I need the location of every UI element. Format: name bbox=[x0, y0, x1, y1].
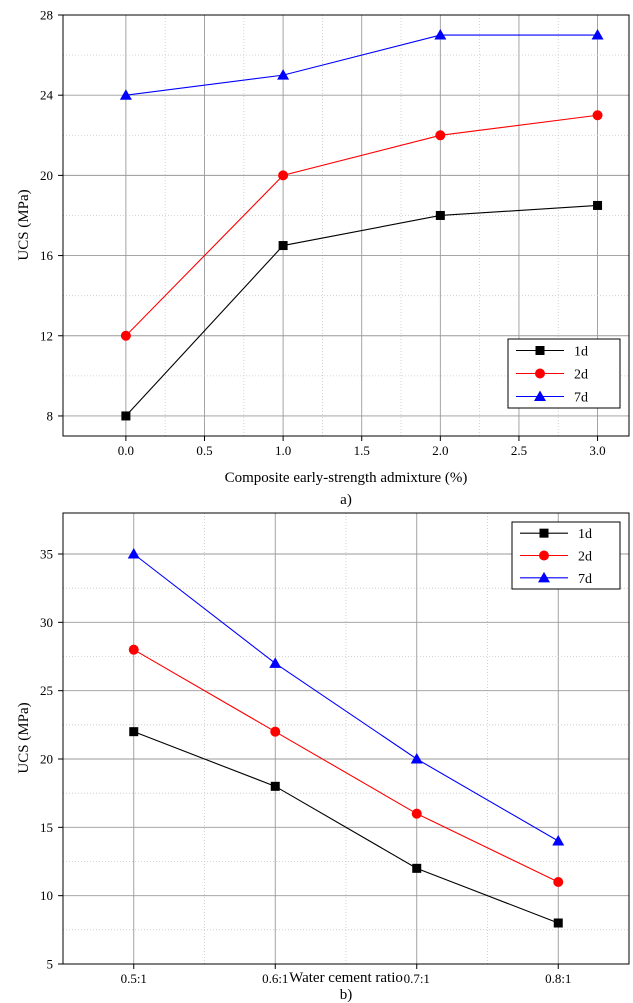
chart-a-series-7d-line bbox=[125, 34, 598, 96]
chart-b-series bbox=[127, 548, 565, 928]
chart-b-y-tick-label: 10 bbox=[40, 888, 53, 903]
chart-b-x-tick-label: 0.5:1 bbox=[121, 971, 147, 986]
chart-b-series-2d-point bbox=[553, 877, 564, 887]
chart-b-y-axis-label: UCS (MPa) bbox=[16, 702, 32, 773]
chart-a-legend-label-1d: 1d bbox=[574, 345, 588, 360]
chart-a-series-2d-line bbox=[125, 114, 598, 337]
chart-b-legend-marker-2d bbox=[539, 550, 549, 561]
chart-b-y-tick-label: 25 bbox=[40, 683, 53, 698]
chart-a: 0.0 0.5 1.0 1.5 2.0 2.5 3.0 8 12 16 20 24 28 Composi… bbox=[16, 8, 630, 508]
chart-b-y-tick-label: 30 bbox=[40, 615, 53, 630]
chart-b: 0.5:1 0.6:1 0.7:1 0.8:1 5 10 15 20 25 30 35 Water … bbox=[16, 512, 630, 1003]
chart-a-x-tick-label: 2.0 bbox=[432, 443, 448, 458]
chart-b-series-2d-point bbox=[411, 808, 422, 819]
chart-b-series-2d-point bbox=[128, 644, 139, 655]
chart-a-series-1d-point bbox=[435, 210, 445, 220]
chart-b-series-1d-point bbox=[129, 727, 139, 737]
chart-b-series-1d-line bbox=[133, 731, 559, 924]
chart-a-legend-marker-7d bbox=[534, 390, 546, 401]
chart-a-legend-marker-1d bbox=[535, 346, 545, 355]
chart-b-series-1d-point bbox=[270, 781, 280, 791]
chart-b-series-7d-point bbox=[552, 835, 565, 846]
chart-a-x-tick-label: 1.5 bbox=[354, 443, 370, 458]
chart-a-series-2d-point bbox=[120, 330, 131, 341]
chart-a-legend: 1d 2d 7d bbox=[507, 338, 621, 409]
chart-a-y-tick-label: 16 bbox=[40, 248, 54, 263]
chart-a-series-1d-point bbox=[278, 241, 288, 251]
chart-b-caption: b) bbox=[340, 987, 353, 1003]
chart-b-series-7d-point bbox=[410, 753, 423, 764]
chart-b-legend-label-2d: 2d bbox=[578, 550, 592, 565]
chart-a-series-7d-point bbox=[119, 89, 132, 100]
chart-b-y-tick-label: 20 bbox=[40, 752, 53, 767]
chart-b-legend-marker-7d bbox=[538, 571, 550, 583]
chart-a-y-tick-label: 8 bbox=[47, 408, 54, 423]
chart-b-legend-marker-1d bbox=[539, 528, 549, 538]
chart-b-legend: 1d 2d 7d bbox=[511, 521, 621, 590]
chart-a-y-tick-label: 20 bbox=[40, 168, 53, 183]
chart-b-series-7d-point bbox=[269, 657, 282, 668]
chart-a-series-7d-point bbox=[434, 29, 447, 40]
chart-a-x-tick-label: 1.0 bbox=[275, 443, 291, 458]
chart-a-series-1d-point bbox=[121, 411, 131, 421]
chart-b-legend-label-7d: 7d bbox=[578, 572, 592, 587]
chart-a-ticks: 0.0 0.5 1.0 1.5 2.0 2.5 3.0 8 12 16 20 24 28 bbox=[40, 8, 606, 459]
chart-b-x-tick-label: 0.6:1 bbox=[262, 971, 288, 986]
chart-b-y-tick-label: 35 bbox=[40, 547, 53, 562]
chart-a-x-tick-label: 0.5 bbox=[196, 443, 212, 458]
chart-a-series-2d-point bbox=[278, 170, 289, 181]
chart-b-x-tick-label: 0.7:1 bbox=[404, 971, 430, 986]
chart-a-legend-marker-2d bbox=[535, 368, 545, 379]
chart-a-y-axis-label: UCS (MPa) bbox=[16, 189, 32, 260]
chart-b-series-7d-point bbox=[127, 548, 140, 559]
chart-a-series-2d-point bbox=[592, 110, 603, 121]
chart-a-y-tick-label: 12 bbox=[40, 328, 53, 343]
chart-a-x-tick-label: 2.5 bbox=[511, 443, 527, 458]
chart-b-x-tick-label: 0.8:1 bbox=[545, 971, 571, 986]
chart-a-series-7d-point bbox=[277, 69, 290, 80]
chart-a-series-1d-point bbox=[593, 200, 603, 210]
chart-a-x-tick-label: 3.0 bbox=[589, 443, 605, 458]
chart-a-caption: a) bbox=[340, 492, 352, 508]
chart-a-series-7d-point bbox=[591, 29, 604, 40]
chart-b-y-tick-label: 15 bbox=[40, 820, 53, 835]
chart-b-legend-label-1d: 1d bbox=[578, 527, 592, 542]
chart-b-series-1d-point bbox=[412, 863, 422, 873]
chart-b-series-2d-line bbox=[133, 649, 559, 883]
chart-b-series-1d-point bbox=[553, 918, 563, 928]
chart-a-legend-label-7d: 7d bbox=[574, 391, 588, 406]
chart-b-y-tick-label: 5 bbox=[47, 957, 54, 972]
chart-a-x-tick-label: 0.0 bbox=[118, 443, 134, 458]
chart-a-y-tick-label: 28 bbox=[40, 8, 53, 23]
chart-b-series-2d-point bbox=[270, 726, 281, 737]
chart-b-ticks: 0.5:1 0.6:1 0.7:1 0.8:1 5 10 15 20 25 30 35 bbox=[40, 547, 571, 987]
chart-a-x-axis-label: Composite early-strength admixture (%) bbox=[225, 470, 468, 486]
chart-a-series bbox=[119, 29, 604, 421]
chart-a-plot-frame bbox=[62, 14, 630, 437]
chart-a-legend-label-2d: 2d bbox=[574, 368, 588, 383]
chart-a-series-1d-line bbox=[125, 204, 598, 417]
chart-a-series-2d-point bbox=[435, 130, 446, 141]
chart-b-plot-frame bbox=[62, 512, 630, 965]
chart-b-x-axis-label: Water cement ratio bbox=[289, 970, 403, 986]
chart-b-series-7d-line bbox=[133, 553, 559, 842]
chart-a-y-tick-label: 24 bbox=[40, 88, 54, 103]
